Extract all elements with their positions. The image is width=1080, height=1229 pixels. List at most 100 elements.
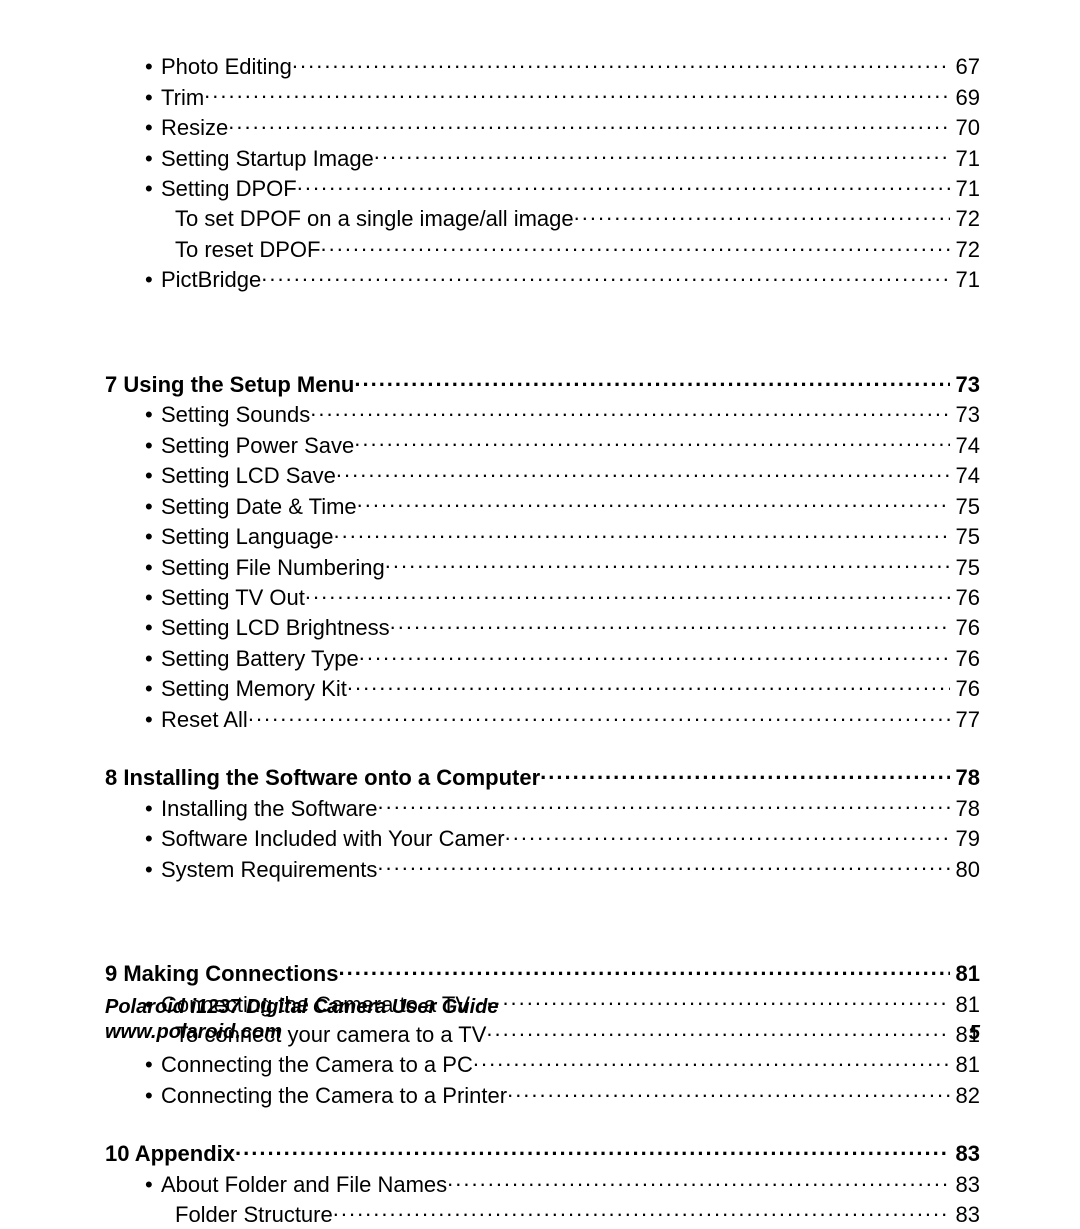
toc-entry: •PictBridge71 <box>105 263 980 293</box>
bullet-icon: • <box>145 493 161 520</box>
toc-page-number: 77 <box>950 706 980 733</box>
toc-page-number: 75 <box>950 493 980 520</box>
toc-entry: •Setting LCD Save74 <box>105 459 980 489</box>
toc-entry: •Software Included with Your Camer79 <box>105 822 980 852</box>
toc-label: •System Requirements <box>105 856 377 883</box>
toc-label-text: To set DPOF on a single image/all image <box>175 206 574 231</box>
toc-label: •Setting Startup Image <box>105 145 374 172</box>
toc-label: •Setting TV Out <box>105 584 305 611</box>
dot-leader <box>334 520 950 544</box>
dot-leader <box>574 202 950 226</box>
toc-label-text: Setting LCD Save <box>161 463 336 488</box>
toc-chapter: 9 Making Connections81 <box>105 957 980 987</box>
bullet-icon: • <box>145 114 161 141</box>
toc-label: •Setting Date & Time <box>105 493 357 520</box>
bullet-icon: • <box>145 856 161 883</box>
toc-label-text: Setting Sounds <box>161 402 310 427</box>
toc-entry: •Setting Sounds73 <box>105 398 980 428</box>
bullet-icon: • <box>145 175 161 202</box>
toc-entry: •Photo Editing 67 <box>105 50 980 80</box>
toc-subentry: Folder Structure83 <box>105 1198 980 1228</box>
toc-page-number: 76 <box>950 614 980 641</box>
toc-label: •Connecting the Camera to a Printer <box>105 1082 507 1109</box>
dot-leader <box>377 792 949 816</box>
bullet-icon: • <box>145 1051 161 1078</box>
dot-leader <box>359 642 950 666</box>
toc-entry: •Reset All 77 <box>105 703 980 733</box>
toc-subentry: To set DPOF on a single image/all image7… <box>105 202 980 232</box>
toc-page-number: 69 <box>950 84 980 111</box>
footer-left: Polaroid i1237 Digital Camera User Guide… <box>105 995 498 1045</box>
toc-entry: •Trim 69 <box>105 80 980 110</box>
bullet-icon: • <box>145 84 161 111</box>
toc-entry: •Resize 70 <box>105 111 980 141</box>
toc-label: •Setting LCD Save <box>105 462 336 489</box>
toc-page-number: 76 <box>950 675 980 702</box>
toc-page-number: 83 <box>950 1171 980 1198</box>
toc-page-number: 67 <box>950 53 980 80</box>
toc-label: 10 Appendix <box>105 1140 235 1167</box>
dot-leader <box>447 1168 949 1192</box>
toc-label-text: Setting LCD Brightness <box>161 615 390 640</box>
toc-label-text: To reset DPOF <box>175 237 320 262</box>
dot-leader <box>248 703 950 727</box>
dot-leader <box>505 822 950 846</box>
toc-label-text: System Requirements <box>161 857 377 882</box>
toc-label: •Installing the Software <box>105 795 377 822</box>
bullet-icon: • <box>145 795 161 822</box>
bullet-icon: • <box>145 401 161 428</box>
toc-label: 8 Installing the Software onto a Compute… <box>105 764 540 791</box>
toc-label: •Setting DPOF <box>105 175 297 202</box>
bullet-icon: • <box>145 432 161 459</box>
toc-page-number: 81 <box>950 1051 980 1078</box>
toc-label-text: Setting TV Out <box>161 585 305 610</box>
toc-page-number: 70 <box>950 114 980 141</box>
bullet-icon: • <box>145 523 161 550</box>
dot-leader <box>310 398 949 422</box>
toc-label-text: Setting Language <box>161 524 334 549</box>
toc-page-number: 71 <box>950 175 980 202</box>
dot-leader <box>377 852 949 876</box>
dot-leader <box>347 672 950 696</box>
toc-label-text: Setting Battery Type <box>161 646 359 671</box>
toc-label: •Connecting the Camera to a PC <box>105 1051 473 1078</box>
bullet-icon: • <box>145 145 161 172</box>
toc-label: •Trim <box>105 84 204 111</box>
toc-page-number: 71 <box>950 266 980 293</box>
toc-page-number: 71 <box>950 145 980 172</box>
bullet-icon: • <box>145 584 161 611</box>
toc-label: •Resize <box>105 114 228 141</box>
dot-leader <box>354 368 949 392</box>
toc-label-text: Setting Startup Image <box>161 146 374 171</box>
dot-leader <box>297 172 950 196</box>
toc-entry: •System Requirements80 <box>105 852 980 882</box>
bullet-icon: • <box>145 645 161 672</box>
toc-label: To set DPOF on a single image/all image <box>105 205 574 232</box>
toc-entry: •Setting Memory Kit 76 <box>105 672 980 702</box>
toc-label-text: 10 Appendix <box>105 1141 235 1166</box>
toc-entry: •Setting TV Out 76 <box>105 581 980 611</box>
toc-label-text: Reset All <box>161 707 248 732</box>
footer-page-number: 5 <box>969 1022 980 1045</box>
toc-entry: •About Folder and File Names83 <box>105 1168 980 1198</box>
toc-label-text: Setting Date & Time <box>161 494 357 519</box>
dot-leader <box>473 1048 950 1072</box>
toc-page-number: 76 <box>950 645 980 672</box>
bullet-icon: • <box>145 706 161 733</box>
dot-leader <box>261 263 949 287</box>
toc-label-text: Connecting the Camera to a Printer <box>161 1083 507 1108</box>
footer-url: www.polaroid.com <box>105 1020 498 1045</box>
toc-label: •Setting Sounds <box>105 401 310 428</box>
toc-label: •Setting Battery Type <box>105 645 359 672</box>
toc-label: •Photo Editing <box>105 53 292 80</box>
bullet-icon: • <box>145 53 161 80</box>
toc-label-text: Resize <box>161 115 228 140</box>
toc-label: •Setting Memory Kit <box>105 675 347 702</box>
toc-page-number: 72 <box>950 236 980 263</box>
toc-page-number: 75 <box>950 523 980 550</box>
toc-page-number: 76 <box>950 584 980 611</box>
toc-page-number: 81 <box>950 960 980 987</box>
toc-label: •Setting LCD Brightness <box>105 614 390 641</box>
dot-leader <box>507 1079 949 1103</box>
bullet-icon: • <box>145 614 161 641</box>
